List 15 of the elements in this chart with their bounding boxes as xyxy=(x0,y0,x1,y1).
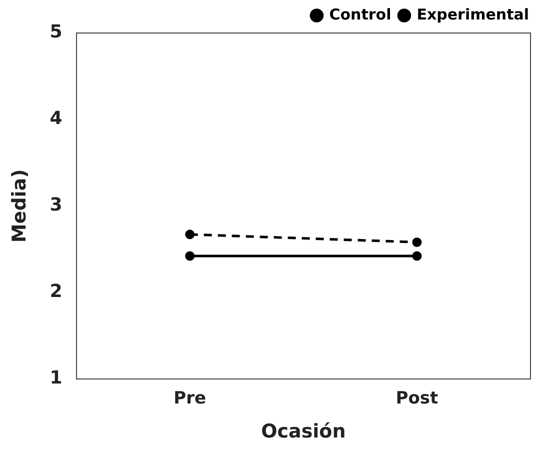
y-tick-label: 1 xyxy=(50,367,62,388)
legend-label: Control xyxy=(329,5,392,24)
point xyxy=(412,251,422,261)
y-tick-label: 3 xyxy=(50,194,62,216)
point xyxy=(185,251,195,261)
y-tick-label: 4 xyxy=(50,108,62,130)
legend-label: Experimental xyxy=(416,5,530,24)
x-axis-title: Ocasión xyxy=(261,420,346,443)
x-tick-label: Pre xyxy=(174,388,206,408)
y-tick-label: 2 xyxy=(50,281,62,302)
point xyxy=(185,230,195,240)
point xyxy=(412,237,422,247)
y-axis-title: Media) xyxy=(8,169,30,243)
x-tick-label: Post xyxy=(396,388,438,408)
y-tick-label: 5 xyxy=(50,22,62,43)
